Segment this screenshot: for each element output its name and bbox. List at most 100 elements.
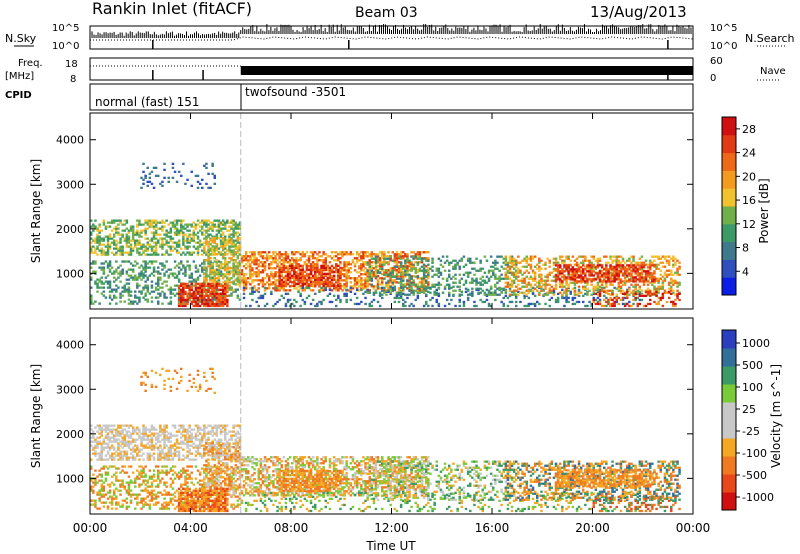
data-cell bbox=[563, 274, 566, 277]
data-cell bbox=[104, 251, 108, 254]
data-cell bbox=[630, 272, 633, 275]
data-cell bbox=[337, 264, 340, 267]
data-cell bbox=[138, 284, 141, 287]
data-cell bbox=[462, 283, 466, 286]
data-cell bbox=[196, 174, 200, 177]
data-cell bbox=[268, 255, 271, 258]
data-cell bbox=[157, 221, 160, 224]
data-cell bbox=[404, 293, 407, 296]
data-cell bbox=[569, 278, 572, 281]
data-cell bbox=[586, 291, 589, 294]
data-cell bbox=[351, 285, 355, 288]
data-cell bbox=[577, 280, 581, 283]
data-cell bbox=[159, 276, 162, 279]
data-cell bbox=[301, 267, 304, 270]
data-cell bbox=[416, 289, 420, 292]
data-cell bbox=[228, 241, 231, 244]
data-cell bbox=[242, 292, 246, 295]
data-cell bbox=[213, 286, 216, 289]
data-cell bbox=[508, 277, 512, 280]
data-cell bbox=[316, 275, 319, 278]
data-cell bbox=[215, 268, 219, 271]
data-cell bbox=[274, 271, 277, 274]
data-cell bbox=[406, 267, 409, 270]
data-cell bbox=[129, 225, 133, 228]
data-cell bbox=[571, 272, 575, 275]
data-cell bbox=[634, 287, 637, 290]
data-cell bbox=[249, 277, 252, 280]
data-cell bbox=[435, 267, 438, 270]
data-cell bbox=[366, 277, 369, 280]
data-cell bbox=[362, 255, 365, 258]
data-cell bbox=[628, 293, 631, 296]
data-cell bbox=[224, 273, 227, 276]
data-cell bbox=[236, 288, 240, 291]
data-cell bbox=[328, 272, 332, 275]
data-cell bbox=[527, 283, 531, 286]
data-cell bbox=[314, 265, 317, 268]
freq-band bbox=[240, 66, 693, 75]
data-cell bbox=[569, 276, 572, 279]
data-cell bbox=[389, 281, 392, 284]
data-cell bbox=[512, 257, 516, 260]
data-cell bbox=[383, 291, 386, 294]
data-cell bbox=[596, 261, 600, 264]
data-cell bbox=[349, 281, 353, 284]
data-cell bbox=[303, 281, 307, 284]
data-cell bbox=[496, 255, 499, 258]
data-cell bbox=[144, 260, 147, 263]
data-cell bbox=[113, 243, 116, 246]
data-cell bbox=[381, 269, 384, 272]
data-cell bbox=[215, 284, 219, 287]
data-cell bbox=[402, 277, 405, 280]
data-cell bbox=[611, 289, 614, 292]
data-cell bbox=[628, 289, 631, 292]
data-cell bbox=[280, 282, 283, 285]
data-cell bbox=[182, 162, 185, 165]
data-cell bbox=[190, 253, 193, 256]
data-cell bbox=[188, 298, 191, 301]
data-cell bbox=[119, 280, 122, 283]
data-cell bbox=[339, 298, 342, 302]
data-cell bbox=[615, 255, 618, 258]
data-cell bbox=[203, 249, 206, 252]
data-cell bbox=[106, 249, 110, 252]
data-cell bbox=[678, 281, 681, 284]
data-cell bbox=[427, 277, 430, 280]
data-cell bbox=[131, 237, 135, 240]
data-cell bbox=[144, 284, 147, 287]
data-cell bbox=[611, 261, 614, 264]
data-cell bbox=[291, 276, 294, 279]
data-cell bbox=[341, 251, 344, 254]
data-cell bbox=[152, 251, 156, 254]
data-cell bbox=[257, 290, 260, 293]
data-cell bbox=[458, 298, 461, 302]
data-cell bbox=[177, 233, 181, 236]
data-cell bbox=[586, 293, 589, 296]
data-cell bbox=[353, 277, 357, 280]
data-cell bbox=[592, 267, 595, 270]
data-cell bbox=[609, 257, 612, 260]
data-cell bbox=[157, 300, 160, 303]
data-cell bbox=[640, 267, 644, 270]
data-cell bbox=[211, 225, 214, 228]
data-cell bbox=[142, 276, 145, 279]
data-cell bbox=[173, 266, 177, 269]
data-cell bbox=[592, 289, 595, 292]
data-cell bbox=[286, 274, 290, 277]
data-cell bbox=[322, 272, 325, 275]
data-cell bbox=[554, 298, 558, 302]
data-cell bbox=[427, 269, 430, 272]
data-cell bbox=[617, 276, 621, 279]
data-cell bbox=[605, 281, 608, 284]
data-cell bbox=[376, 253, 380, 256]
data-cell bbox=[454, 289, 457, 292]
data-cell bbox=[219, 263, 223, 266]
data-cell bbox=[422, 304, 426, 308]
data-cell bbox=[284, 304, 288, 308]
data-cell bbox=[305, 251, 309, 254]
data-cell bbox=[100, 237, 103, 240]
data-cell bbox=[632, 255, 635, 258]
data-cell bbox=[119, 239, 122, 242]
data-cell bbox=[399, 265, 403, 268]
